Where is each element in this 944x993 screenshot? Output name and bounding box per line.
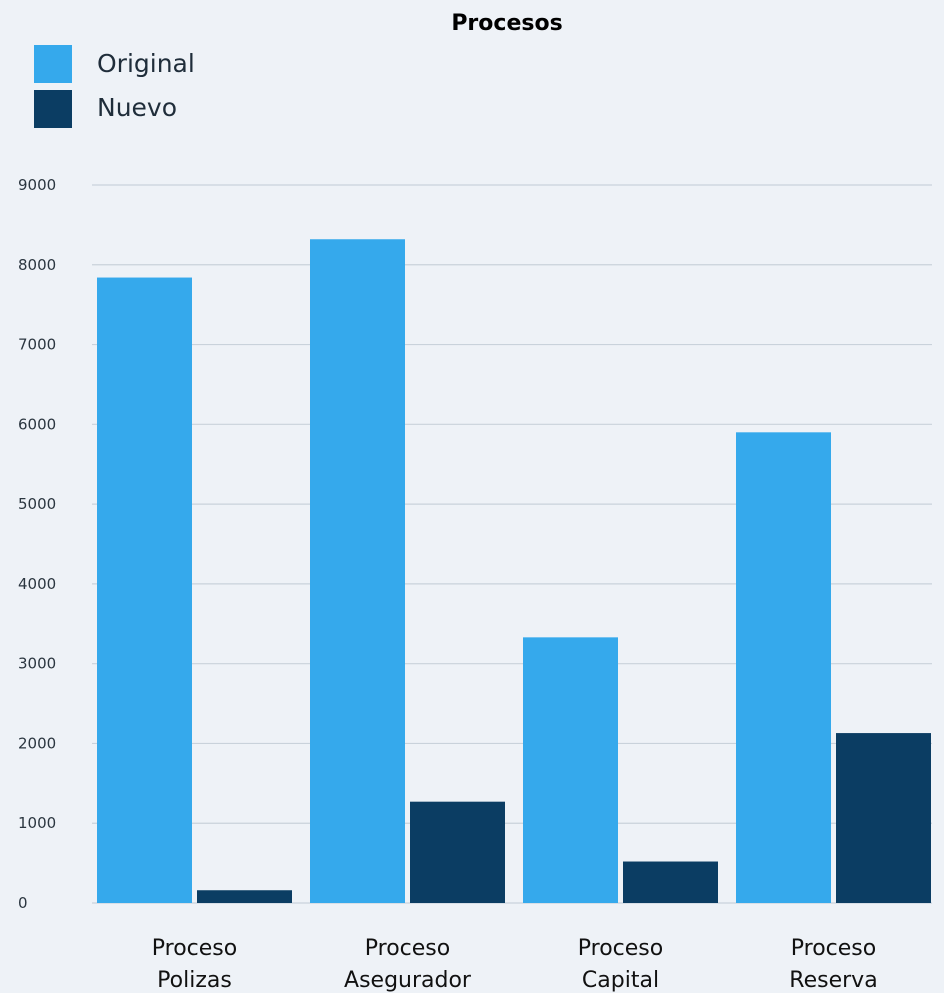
x-tick-label: Proceso: [578, 936, 663, 961]
y-axis: 0 1000 2000 3000 4000 5000 6000 7000 8000 9000: [18, 176, 56, 912]
x-tick-label: Capital: [582, 968, 659, 993]
y-tick-label: 3000: [18, 655, 56, 673]
legend-label-original: Original: [97, 49, 195, 78]
x-tick-label: Proceso: [791, 936, 876, 961]
bar-original-3: [736, 432, 831, 903]
bars: [97, 239, 931, 903]
x-tick-label: Proceso: [365, 936, 450, 961]
bar-nuevo-0: [197, 890, 292, 903]
y-tick-label: 2000: [18, 734, 56, 752]
x-tick-label: Proceso: [152, 936, 237, 961]
bar-nuevo-3: [836, 733, 931, 903]
bar-original-2: [523, 637, 618, 903]
legend-swatch-nuevo: [34, 90, 72, 128]
y-tick-label: 4000: [18, 575, 56, 593]
chart-title: Procesos: [451, 11, 562, 36]
y-tick-label: 7000: [18, 336, 56, 354]
gridlines: [92, 184, 932, 904]
x-tick-label: Asegurador: [344, 968, 472, 993]
bar-original-1: [310, 239, 405, 903]
y-tick-label: 0: [18, 894, 28, 912]
legend-swatch-original: [34, 45, 72, 83]
y-tick-label: 9000: [18, 176, 56, 194]
y-tick-label: 8000: [18, 256, 56, 274]
x-axis: Proceso Polizas Proceso Asegurador Proceso Ca…: [152, 936, 878, 993]
x-tick-label: Polizas: [157, 968, 232, 993]
y-tick-label: 1000: [18, 814, 56, 832]
x-tick-label: Reserva: [789, 968, 877, 993]
bar-nuevo-1: [410, 801, 505, 903]
y-tick-label: 5000: [18, 495, 56, 513]
bar-original-0: [97, 277, 192, 903]
legend: Original Nuevo: [34, 45, 195, 128]
bar-nuevo-2: [623, 861, 718, 903]
legend-label-nuevo: Nuevo: [97, 93, 177, 122]
y-tick-label: 6000: [18, 415, 56, 433]
